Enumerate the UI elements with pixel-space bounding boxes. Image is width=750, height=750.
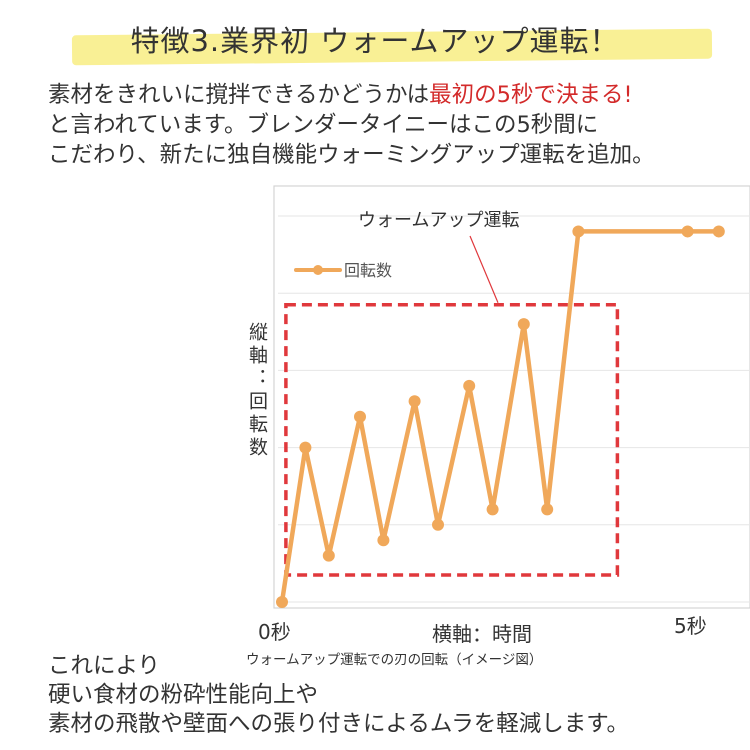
data-point [377,534,390,547]
legend-label: 回転数 [344,261,392,280]
intro-line-2: と言われています。ブレンダータイニーはこの5秒間に [48,112,599,138]
outro-line-2: 硬い食材の粉砕性能向上や [48,682,319,708]
page-title: 特徴3.業界初 ウォームアップ運転！ [130,24,620,58]
warmup-annotation: ウォームアップ運転 [358,210,519,231]
data-point [276,596,288,608]
warmup-highlight-box [284,303,620,577]
intro-line-1-emphasis: 最初の5秒で決まる! [429,82,633,108]
x-axis-start-label: 0秒 [258,620,291,644]
data-point [486,503,499,516]
legend-marker [313,265,323,275]
data-point [681,225,694,238]
x-axis-title: 横軸：時間 [432,622,532,646]
data-point [517,318,530,331]
data-point [322,549,335,562]
data-point [463,379,476,392]
intro-line-1-pre: 素材をきれいに撹拌できるかどうかは [48,82,430,108]
title-banner: 特徴3.業界初 ウォームアップ運転！ [0,0,750,72]
intro-line-1: 素材をきれいに撹拌できるかどうかは最初の5秒で決まる! [48,80,748,110]
intro-line-3: こだわり、新たに独自機能ウォーミングアップ運転を追加。 [48,142,655,168]
x-axis-end-label: 5秒 [674,614,707,638]
data-point [408,395,421,408]
outro-line-1: これにより [48,653,161,679]
data-point [299,441,312,454]
y-axis-label: 縦軸：回転数 [246,322,268,460]
data-point [572,225,585,238]
annotation-pointer [469,235,499,304]
data-point [354,410,366,423]
data-point [712,225,725,238]
data-point [432,518,444,531]
rpm-chart: ウォームアップ運転回転数 縦軸：回転数 0秒 横軸：時間 5秒 [230,185,750,666]
intro-text: 素材をきれいに撹拌できるかどうかは最初の5秒で決まる! と言われています。ブレン… [48,80,748,170]
series-line [279,229,722,605]
outro-text: これにより 硬い食材の粉砕性能向上や 素材の飛散や壁面への張り付きによるムラを軽… [48,652,748,739]
data-point [541,503,554,516]
outro-line-3: 素材の飛散や壁面への張り付きによるムラを軽減します。 [48,711,629,737]
chart-caption: ウォームアップ運転での刃の回転（イメージ図） [246,652,543,668]
